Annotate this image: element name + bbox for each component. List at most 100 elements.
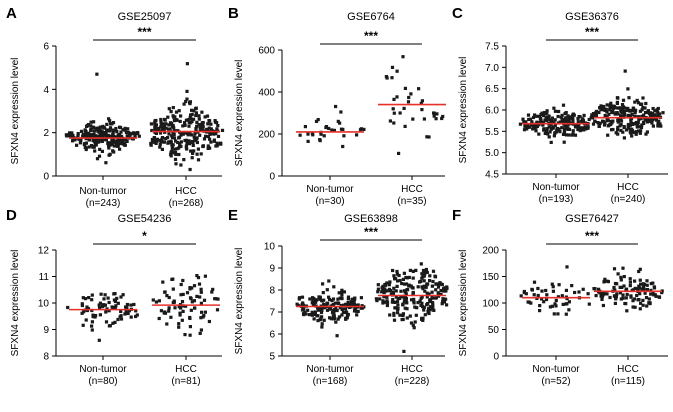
data-point: [534, 129, 538, 133]
data-point: [103, 126, 107, 130]
data-point: [86, 123, 90, 127]
data-point: [442, 287, 446, 291]
data-point: [188, 132, 192, 136]
data-point: [649, 282, 653, 286]
data-point: [564, 119, 568, 123]
panel-letter: F: [452, 207, 461, 224]
data-point: [409, 321, 414, 325]
data-point: [159, 120, 163, 124]
data-point: [83, 297, 88, 301]
data-point: [656, 106, 660, 111]
data-point: [423, 272, 427, 276]
data-point: [636, 287, 640, 292]
x-n-label: (n=81): [171, 376, 200, 387]
data-point: [307, 313, 311, 317]
data-point: [428, 279, 432, 283]
data-point: [137, 134, 141, 138]
data-point: [425, 291, 429, 295]
data-point: [184, 99, 188, 104]
data-point: [91, 145, 95, 149]
data-point: [587, 302, 591, 306]
data-point: [179, 140, 183, 144]
data-point: [188, 117, 193, 121]
data-point: [522, 128, 527, 132]
data-point: [320, 325, 324, 329]
data-point: [345, 314, 350, 318]
data-point: [425, 270, 429, 274]
data-point: [310, 313, 314, 317]
x-category-label: HCC: [401, 364, 423, 375]
data-point: [633, 122, 637, 126]
scatter-series-hcc: [592, 266, 664, 313]
data-point: [342, 134, 346, 138]
data-point: [636, 101, 641, 105]
data-point: [306, 308, 310, 312]
data-point: [191, 143, 195, 147]
data-point: [544, 288, 548, 293]
data-point: [613, 301, 617, 305]
data-point: [591, 122, 596, 126]
data-point: [110, 138, 114, 142]
data-point: [96, 129, 100, 133]
data-point: [551, 289, 555, 293]
data-point: [385, 281, 389, 285]
data-point: [164, 126, 168, 130]
y-tick-label: 8: [269, 286, 275, 297]
data-point: [333, 301, 337, 305]
data-point: [390, 300, 394, 304]
data-point: [634, 132, 638, 136]
data-point: [637, 117, 641, 121]
data-point: [340, 288, 344, 292]
data-point: [327, 126, 331, 131]
data-point: [634, 108, 638, 112]
data-point: [123, 126, 127, 130]
data-point: [445, 303, 449, 307]
data-point: [116, 138, 121, 142]
data-point: [550, 282, 554, 286]
data-point: [420, 285, 424, 289]
data-point: [435, 112, 439, 116]
data-point: [577, 290, 581, 294]
data-point: [444, 289, 448, 293]
data-point: [528, 117, 533, 121]
panel-title: GSE6764: [347, 11, 395, 23]
data-point: [609, 104, 613, 108]
data-point: [637, 298, 641, 302]
data-point: [597, 110, 601, 115]
data-point: [169, 110, 173, 114]
data-point: [440, 116, 444, 121]
data-point: [425, 295, 429, 299]
data-point: [102, 297, 106, 301]
data-point: [89, 129, 93, 133]
data-point: [184, 304, 188, 308]
data-point: [643, 118, 647, 122]
data-point: [303, 125, 307, 129]
data-point: [83, 129, 87, 133]
data-point: [549, 122, 553, 127]
data-point: [645, 117, 650, 121]
data-point: [179, 133, 183, 137]
data-point: [650, 112, 654, 116]
data-point: [80, 311, 84, 315]
data-point: [77, 137, 81, 141]
data-point: [518, 122, 522, 126]
data-point: [645, 283, 649, 287]
data-point: [83, 145, 87, 149]
data-point: [595, 109, 599, 113]
data-point: [552, 106, 556, 110]
panel-letter: B: [228, 5, 239, 22]
scatter-series-hcc: [374, 262, 449, 353]
data-point: [641, 106, 645, 110]
data-point: [388, 119, 392, 123]
data-point: [134, 309, 138, 313]
data-point: [154, 300, 158, 304]
data-point: [545, 115, 549, 119]
data-point: [196, 158, 201, 162]
data-point: [104, 161, 108, 165]
data-point: [296, 303, 300, 308]
data-point: [414, 313, 418, 317]
data-point: [215, 141, 219, 145]
data-point: [396, 303, 400, 307]
data-point: [643, 291, 647, 295]
data-point: [314, 119, 319, 123]
